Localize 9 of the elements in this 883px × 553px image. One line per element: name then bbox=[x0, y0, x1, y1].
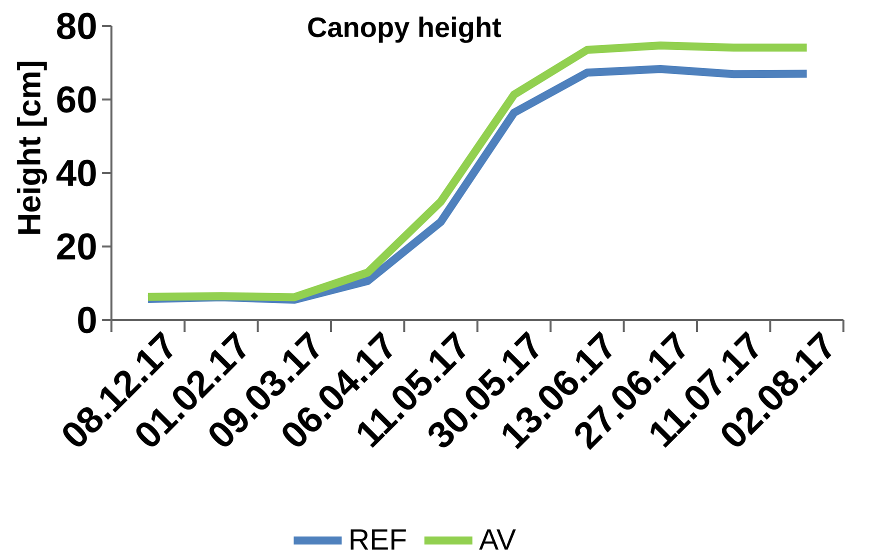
y-tick-label: 80 bbox=[57, 12, 96, 40]
y-tick-label: 20 bbox=[57, 233, 96, 260]
chart-title: Canopy height bbox=[308, 16, 502, 43]
legend-label: AV bbox=[479, 529, 516, 550]
y-tick-label: 40 bbox=[56, 160, 96, 186]
y-tick-label: 60 bbox=[57, 86, 96, 113]
y-axis-title: Height [cm] bbox=[17, 62, 47, 234]
legend-label: REF bbox=[350, 529, 406, 550]
y-tick-label: 0 bbox=[78, 306, 96, 334]
